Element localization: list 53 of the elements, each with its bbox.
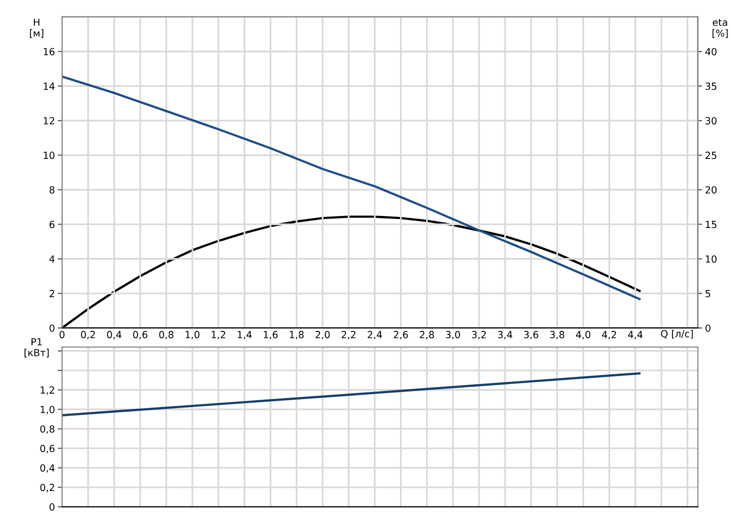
x-tick-label: 4,2 [602,330,616,340]
y2-tick-label: 25 [706,152,716,160]
y-tick-label: 1,2 [40,386,54,395]
x-tick-label: 1,4 [238,331,252,340]
y2-tick-label: 5 [706,290,710,298]
y-tick-label: 0,4 [40,464,55,473]
y2-tick-label: 10 [706,255,717,263]
x-axis-title: Q [л/с] [660,330,693,339]
x-tick-label: 2,4 [368,330,382,340]
y-tick-label: 1,0 [40,406,54,414]
y2-tick-label: 0 [705,324,710,332]
x-tick-label: 4,0 [576,330,590,340]
y-tick-label: 0 [50,503,54,511]
y-tick-label: 0,2 [40,484,54,492]
x-tick-label: 0,8 [159,330,174,340]
y-tick-label: 0,8 [40,425,54,434]
x-tick-label: 2,8 [420,330,434,340]
y-tick-label: 0,6 [40,444,54,454]
x-tick-label: 3,8 [550,330,564,340]
line-series [62,75,642,301]
x-tick-label: 1,6 [264,330,278,340]
y-tick-label: 14 [44,82,55,90]
x-tick-label: 3,2 [472,330,486,340]
x-tick-label: 0 [60,330,64,338]
x-tick-label: 1,0 [186,330,200,340]
x-tick-label: 4,4 [628,331,643,340]
y-tick-label: 10 [44,152,54,160]
x-tick-label: 3,4 [498,330,512,340]
x-tick-label: 1,2 [212,330,226,340]
x-tick-label: 3,6 [524,330,538,340]
y2-tick-label: 30 [706,117,717,124]
x-tick-label: 1,8 [290,330,304,340]
y-tick-label: 6 [50,220,54,228]
y-tick-label: 8 [50,186,54,194]
y2-tick-label: 40 [705,48,717,56]
x-tick-label: 2,6 [394,330,408,340]
y-tick-label: 4 [49,255,55,263]
x-tick-label: 2,0 [316,330,330,340]
y2-tick-label: 35 [706,82,716,90]
x-tick-label: 0,2 [81,330,95,340]
y2-tick-label: 15 [706,220,716,228]
y-tick-label: 0 [50,324,54,332]
y2-axis-title: eta [%] [712,18,728,38]
x-tick-label: 0,4 [107,330,122,340]
x-tick-label: 2,2 [342,330,356,340]
y-axis-title: H [м] [30,18,44,38]
y-tick-label: 12 [44,117,54,124]
y-axis-title: P1 [кВт] [24,338,49,358]
x-tick-label: 0,6 [133,330,148,340]
y-tick-label: 16 [44,48,54,56]
x-tick-label: 3,0 [446,330,460,340]
y2-tick-label: 20 [706,186,717,194]
y-tick-label: 2 [50,290,54,298]
